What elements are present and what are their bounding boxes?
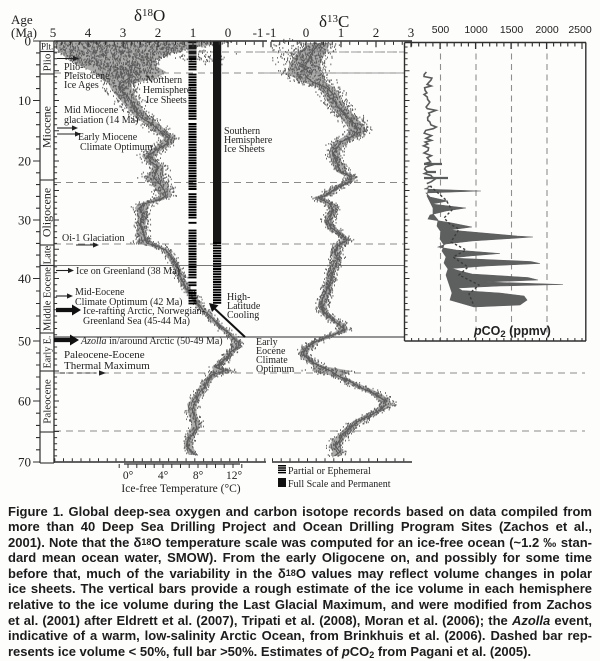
svg-text:10: 10: [18, 93, 31, 108]
svg-text:2: 2: [373, 25, 380, 40]
svg-text:Plio-: Plio-: [64, 62, 83, 73]
svg-text:Ice Sheets: Ice Sheets: [224, 144, 265, 155]
svg-text:8°: 8°: [193, 470, 204, 482]
svg-text:2: 2: [155, 25, 162, 40]
svg-text:3: 3: [120, 25, 127, 40]
svg-text:Climate: Climate: [256, 355, 288, 366]
svg-text:Thermal Maximum: Thermal Maximum: [64, 360, 150, 372]
svg-text:1500: 1500: [500, 24, 524, 36]
svg-text:-1: -1: [253, 25, 264, 40]
svg-text:Paleocene-Eocene: Paleocene-Eocene: [64, 349, 145, 361]
svg-text:δ18O: δ18O: [134, 6, 165, 25]
svg-text:Early Miocene: Early Miocene: [78, 132, 138, 143]
svg-text:1: 1: [338, 25, 345, 40]
svg-text:Early E.: Early E.: [43, 336, 54, 369]
svg-text:Ice Ages: Ice Ages: [64, 80, 99, 91]
svg-text:Ice Sheets: Ice Sheets: [146, 95, 187, 106]
svg-text:Mid-Eocene: Mid-Eocene: [75, 287, 125, 298]
svg-text:Plt.: Plt.: [41, 42, 53, 52]
svg-text:2000: 2000: [535, 24, 559, 36]
svg-text:4: 4: [85, 25, 92, 40]
svg-text:High-: High-: [227, 292, 250, 303]
svg-text:2500: 2500: [568, 24, 592, 36]
svg-text:Ice-free Temperature (°C): Ice-free Temperature (°C): [121, 483, 240, 495]
svg-text:Middle Eocene: Middle Eocene: [43, 267, 54, 331]
svg-text:(Ma): (Ma): [11, 25, 37, 40]
svg-text:Eocene: Eocene: [256, 346, 286, 357]
svg-text:δ13C: δ13C: [319, 12, 349, 31]
svg-text:Oligocene: Oligocene: [40, 188, 54, 237]
svg-text:Hemisphere: Hemisphere: [224, 135, 273, 146]
svg-text:4°: 4°: [158, 470, 169, 482]
svg-text:Greenland Sea (45-44 Ma): Greenland Sea (45-44 Ma): [83, 316, 190, 327]
svg-text:Miocene: Miocene: [40, 106, 54, 148]
svg-text:Azolla in/around Arctic (50-49: Azolla in/around Arctic (50-49 Ma): [80, 336, 223, 347]
svg-text:Mid Miocene: Mid Miocene: [64, 105, 119, 116]
svg-text:Full Scale and Permanent: Full Scale and Permanent: [288, 479, 391, 490]
svg-text:60: 60: [18, 394, 31, 409]
svg-text:20: 20: [18, 154, 31, 169]
svg-text:Latitude: Latitude: [227, 301, 261, 312]
svg-text:Climate Optimum: Climate Optimum: [80, 142, 153, 153]
svg-text:500: 500: [432, 24, 450, 36]
svg-text:Age: Age: [11, 12, 33, 27]
svg-text:30: 30: [18, 213, 31, 228]
svg-text:70: 70: [18, 455, 31, 470]
svg-text:Climate Optimum (42 Ma): Climate Optimum (42 Ma): [75, 297, 183, 308]
svg-text:Pleistocene: Pleistocene: [64, 71, 110, 82]
svg-text:0: 0: [303, 25, 310, 40]
svg-text:0: 0: [25, 34, 32, 49]
svg-text:Partial or Ephemeral: Partial or Ephemeral: [288, 466, 371, 477]
svg-text:Late: Late: [43, 245, 54, 264]
svg-text:12°: 12°: [226, 470, 243, 482]
svg-text:1: 1: [190, 25, 197, 40]
svg-text:3: 3: [408, 25, 415, 40]
svg-text:glaciation (14 Ma): glaciation (14 Ma): [64, 115, 138, 126]
svg-text:40: 40: [18, 271, 31, 286]
svg-text:0°: 0°: [123, 470, 134, 482]
svg-text:Optimum: Optimum: [256, 364, 295, 375]
svg-text:Plio: Plio: [42, 53, 54, 71]
svg-text:Oi-1 Glaciation: Oi-1 Glaciation: [62, 233, 124, 244]
svg-text:-1: -1: [266, 25, 277, 40]
svg-text:Hemisphere: Hemisphere: [143, 85, 192, 96]
svg-text:Cooling: Cooling: [227, 310, 259, 321]
svg-text:Paleocene: Paleocene: [42, 379, 54, 424]
svg-text:Ice-rafting Arctic, Norwegian-: Ice-rafting Arctic, Norwegian-: [83, 306, 205, 317]
svg-text:Southern: Southern: [224, 126, 260, 137]
svg-text:5: 5: [50, 25, 57, 40]
svg-text:50: 50: [18, 334, 31, 349]
svg-text:Early: Early: [256, 337, 278, 348]
svg-text:Northern: Northern: [146, 75, 182, 86]
svg-text:pCO2 (ppmv): pCO2 (ppmv): [473, 324, 551, 340]
svg-text:Ice on Greenland (38 Ma): Ice on Greenland (38 Ma): [76, 266, 180, 277]
svg-text:1000: 1000: [464, 24, 488, 36]
svg-text:0: 0: [225, 25, 232, 40]
